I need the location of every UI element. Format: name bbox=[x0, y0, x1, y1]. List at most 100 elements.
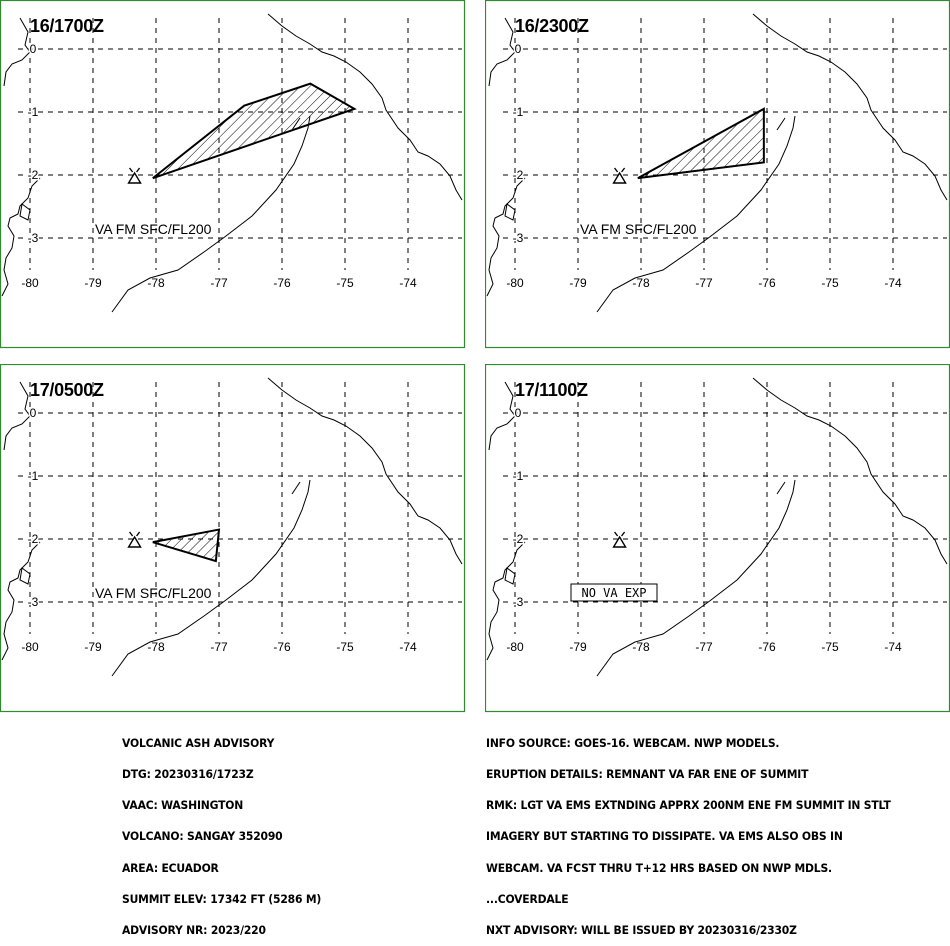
island bbox=[19, 203, 31, 221]
lon-tick-label: -77 bbox=[695, 276, 713, 290]
lon-tick-label: -75 bbox=[821, 640, 839, 654]
panel-time-label: 17/0500Z bbox=[30, 380, 104, 400]
volcano-icon bbox=[127, 531, 142, 548]
no-ash-expected-label: NO VA EXP bbox=[581, 586, 646, 600]
tick-labels: -80 -79 -78 -77 -76 -75 -74 0 -1 -2 -3 bbox=[21, 41, 417, 291]
coastlines bbox=[1, 377, 463, 677]
lon-tick-label: -76 bbox=[273, 276, 291, 290]
lon-tick-label: -78 bbox=[147, 640, 165, 654]
advisory-remarks-block: INFO SOURCE: GOES-16. WEBCAM. NWP MODELS… bbox=[486, 717, 891, 946]
advisory-line: NXT ADVISORY: WILL BE ISSUED BY 20230316… bbox=[486, 923, 797, 938]
lon-tick-label: -74 bbox=[399, 276, 417, 290]
lon-tick-label: -79 bbox=[569, 640, 587, 654]
map-panel-4: -80 -79 -78 -77 -76 -75 -74 0 -1 -2 -3 NO VA EXP 17… bbox=[485, 364, 950, 713]
coastline bbox=[486, 541, 526, 661]
advisory-line: ...COVERDALE bbox=[486, 891, 569, 906]
lat-tick-label: 0 bbox=[515, 406, 522, 420]
advisory-line: INFO SOURCE: GOES-16. WEBCAM. NWP MODELS… bbox=[486, 735, 780, 750]
lon-tick-label: -78 bbox=[632, 640, 650, 654]
advisory-line: IMAGERY BUT STARTING TO DISSIPATE. VA EM… bbox=[486, 829, 843, 844]
lon-tick-label: -76 bbox=[273, 640, 291, 654]
lon-tick-label: -76 bbox=[758, 640, 776, 654]
lon-tick-label: -80 bbox=[21, 640, 39, 654]
coastline bbox=[488, 377, 948, 565]
lon-tick-label: -79 bbox=[84, 640, 102, 654]
lon-tick-label: -76 bbox=[758, 276, 776, 290]
panel-frame bbox=[0, 364, 466, 713]
advisory-line: ADVISORY NR: 2023/220 bbox=[122, 923, 266, 938]
panel-frame bbox=[485, 364, 950, 713]
lon-tick-label: -77 bbox=[210, 276, 228, 290]
advisory-line: AREA: ECUADOR bbox=[122, 860, 219, 875]
island bbox=[19, 567, 31, 585]
lat-tick-label: -3 bbox=[513, 231, 524, 245]
lat-tick-label: -1 bbox=[28, 105, 39, 119]
map-panel-2: -80 -79 -78 -77 -76 -75 -74 0 -1 -2 -3 VA FM SFC/FL… bbox=[485, 0, 950, 349]
map-canvas: -80 -79 -78 -77 -76 -75 -74 0 -1 -2 -3 VA FM SFC/FL… bbox=[0, 364, 466, 713]
lon-tick-label: -74 bbox=[884, 640, 902, 654]
tick-labels: -80 -79 -78 -77 -76 -75 -74 0 -1 -2 -3 bbox=[506, 41, 902, 291]
coastline bbox=[3, 377, 463, 565]
advisory-line: VOLCANIC ASH ADVISORY bbox=[122, 735, 275, 750]
lon-tick-label: -80 bbox=[21, 276, 39, 290]
coastlines bbox=[486, 13, 948, 313]
lat-tick-label: -2 bbox=[28, 532, 39, 546]
advisory-line: DTG: 20230316/1723Z bbox=[122, 767, 254, 782]
volcano-icon bbox=[127, 167, 142, 184]
map-panel-1: -80 -79 -78 -77 -76 -75 -74 0 -1 -2 -3 VA FM SFC/FL… bbox=[0, 0, 466, 349]
map-panel-3: -80 -79 -78 -77 -76 -75 -74 0 -1 -2 -3 VA FM SFC/FL… bbox=[0, 364, 466, 713]
map-canvas: -80 -79 -78 -77 -76 -75 -74 0 -1 -2 -3 VA FM SFC/FL… bbox=[0, 0, 466, 349]
lat-tick-label: -3 bbox=[28, 231, 39, 245]
country-border bbox=[111, 479, 311, 677]
country-border bbox=[596, 479, 796, 677]
lon-tick-label: -80 bbox=[506, 276, 524, 290]
panel-time-label: 16/1700Z bbox=[30, 16, 104, 36]
ash-cloud-polygon bbox=[152, 82, 357, 180]
lat-tick-label: -2 bbox=[513, 532, 524, 546]
map-canvas: -80 -79 -78 -77 -76 -75 -74 0 -1 -2 -3 NO VA EXP bbox=[485, 364, 950, 713]
lon-tick-label: -74 bbox=[399, 640, 417, 654]
volcano-icon bbox=[612, 531, 627, 548]
lon-tick-label: -77 bbox=[210, 640, 228, 654]
lat-tick-label: -2 bbox=[513, 168, 524, 182]
advisory-line: RMK: LGT VA EMS EXTNDING APPRX 200NM ENE… bbox=[486, 798, 891, 813]
island bbox=[504, 567, 516, 585]
panel-time-label: 17/1100Z bbox=[515, 380, 588, 400]
ash-cloud-polygon bbox=[152, 528, 221, 563]
country-border bbox=[776, 117, 786, 131]
panel-time-label: 16/2300Z bbox=[515, 16, 589, 36]
lat-tick-label: 0 bbox=[30, 42, 37, 56]
island bbox=[504, 203, 516, 221]
coastline bbox=[486, 177, 526, 297]
graticule bbox=[503, 382, 947, 634]
lat-tick-label: 0 bbox=[515, 42, 522, 56]
panel-frame bbox=[485, 0, 950, 349]
no-ash-expected-box: NO VA EXP bbox=[570, 583, 658, 602]
map-canvas: -80 -79 -78 -77 -76 -75 -74 0 -1 -2 -3 VA FM SFC/FL… bbox=[485, 0, 950, 349]
lon-tick-label: -77 bbox=[695, 640, 713, 654]
country-border bbox=[776, 481, 786, 495]
graticule bbox=[18, 382, 462, 634]
lon-tick-label: -78 bbox=[147, 276, 165, 290]
lon-tick-label: -74 bbox=[884, 276, 902, 290]
ash-level-label: VA FM SFC/FL200 bbox=[95, 585, 212, 601]
tick-labels: -80 -79 -78 -77 -76 -75 -74 0 -1 -2 -3 bbox=[506, 405, 902, 655]
advisory-line: WEBCAM. VA FCST THRU T+12 HRS BASED ON N… bbox=[486, 860, 832, 875]
lat-tick-label: 0 bbox=[30, 406, 37, 420]
tick-labels: -80 -79 -78 -77 -76 -75 -74 0 -1 -2 -3 bbox=[21, 405, 417, 655]
country-border bbox=[596, 115, 796, 313]
lon-tick-label: -75 bbox=[336, 276, 354, 290]
lat-tick-label: -1 bbox=[28, 469, 39, 483]
ash-cloud-polygon bbox=[637, 107, 765, 180]
coastlines bbox=[486, 377, 948, 677]
graticule bbox=[503, 18, 947, 270]
lat-tick-label: -1 bbox=[513, 105, 524, 119]
ash-level-label: VA FM SFC/FL200 bbox=[95, 221, 212, 237]
advisory-line: ERUPTION DETAILS: REMNANT VA FAR ENE OF … bbox=[486, 767, 809, 782]
country-border bbox=[111, 115, 311, 313]
volcano-icon bbox=[612, 167, 627, 184]
panel-frame bbox=[0, 0, 466, 349]
country-border bbox=[291, 481, 301, 495]
lon-tick-label: -75 bbox=[336, 640, 354, 654]
lat-tick-label: -2 bbox=[28, 168, 39, 182]
